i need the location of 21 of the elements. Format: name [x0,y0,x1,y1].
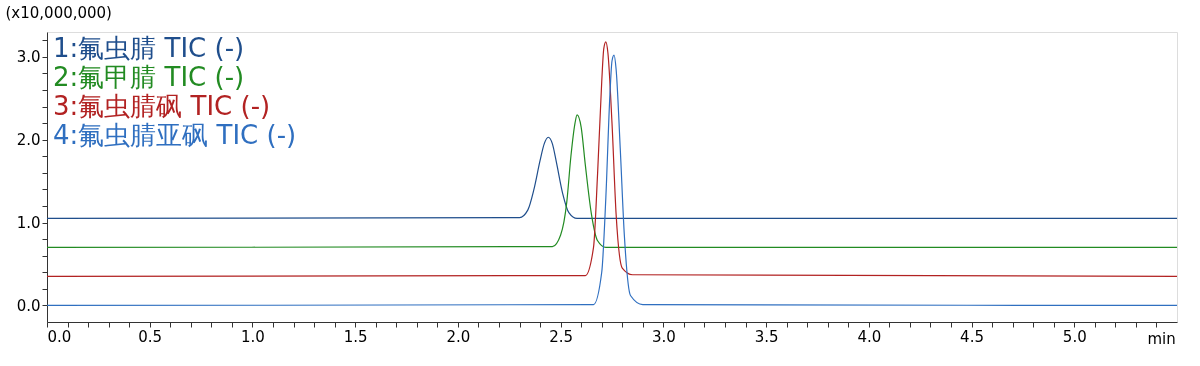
x-tick-label: 3.5 [754,327,779,346]
y-tick-label: 0.0 [16,296,41,315]
x-tick-label: 3.0 [651,327,676,346]
x-tick-label: 2.0 [446,327,471,346]
y-tick-label: 3.0 [16,48,41,67]
text: 1:氟虫腈 TIC (-) [53,33,245,64]
y-axis-title: (x10,000,000) [5,3,112,22]
text: 2:氟甲腈 TIC (-) [53,62,245,93]
x-tick-label: 2.5 [549,327,574,346]
x-tick-label: 1.0 [241,327,265,346]
x-tick-label: 4.5 [960,327,984,346]
y-tick-label: 1.0 [16,214,41,233]
text: 3:氟虫腈砜 TIC (-) [53,90,271,121]
x-tick-label: 1.5 [343,327,368,346]
x-tick-label: 0.5 [138,327,163,346]
text: 4:氟虫腈亚砜 TIC (-) [53,119,297,150]
x-tick-label: 5.0 [1062,327,1087,346]
x-axis-title: min [1147,329,1176,348]
y-tick-label: 2.0 [16,131,41,150]
x-tick-label: 0.0 [47,327,72,346]
x-tick-label: 4.0 [857,327,882,346]
